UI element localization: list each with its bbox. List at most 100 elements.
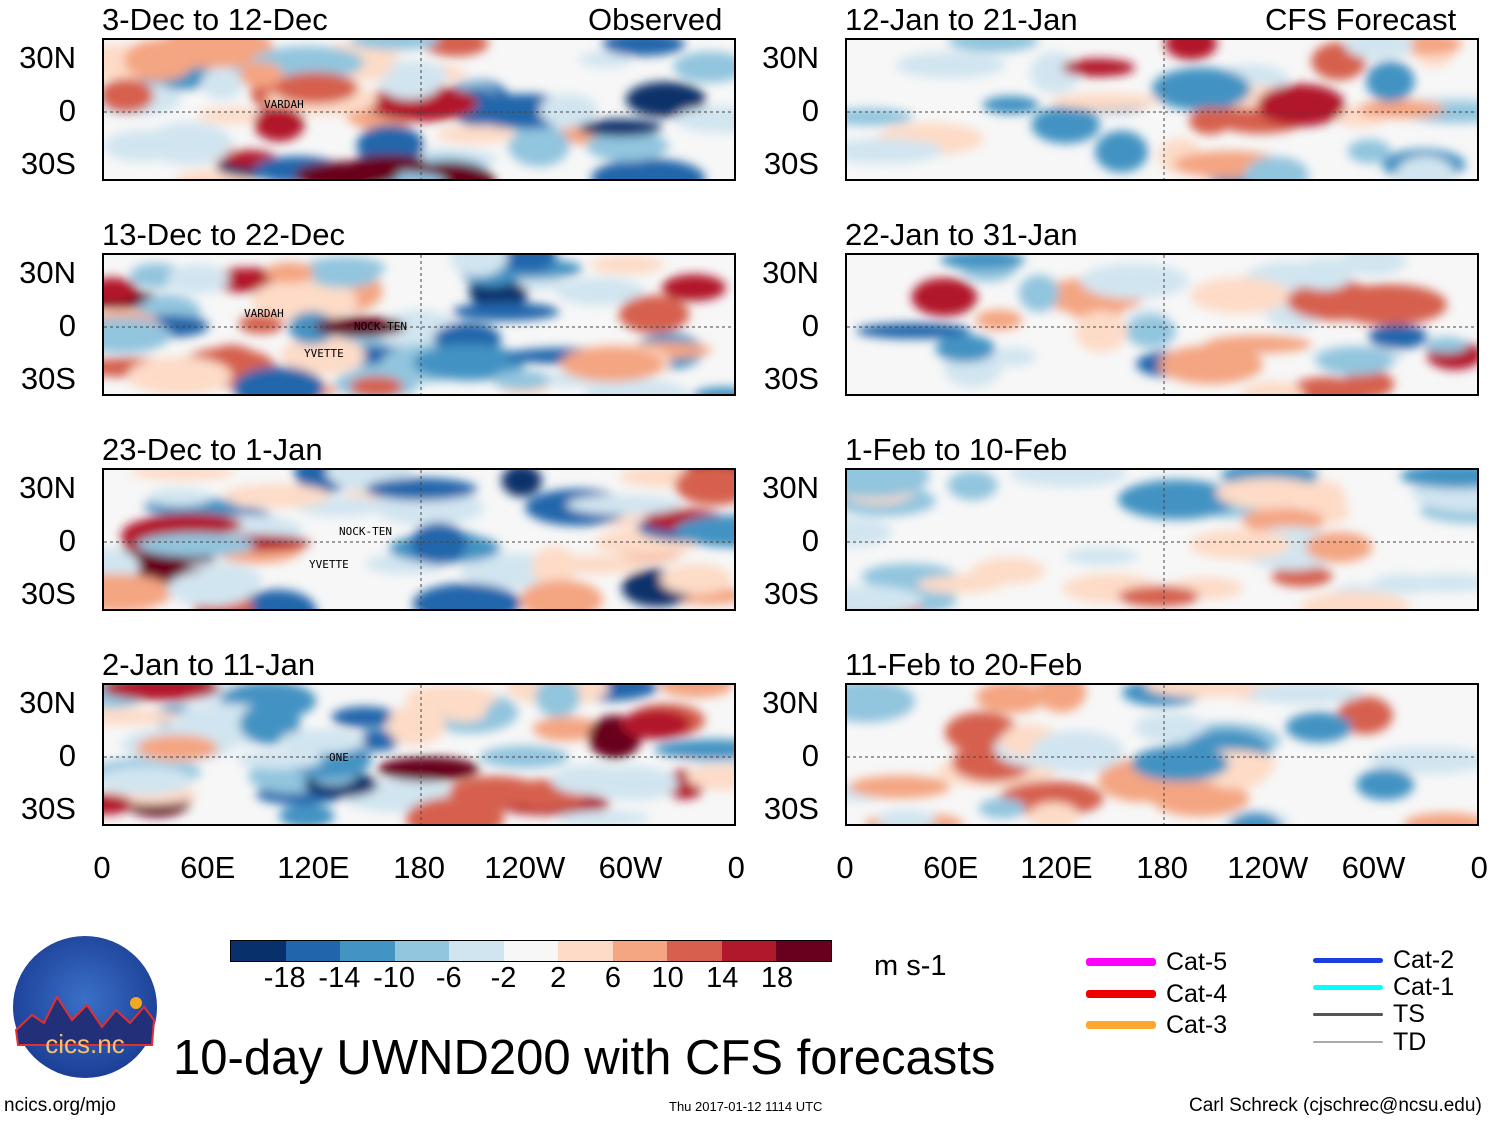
y-tick-label: 30S (20, 146, 76, 181)
colorbar-swatch (285, 941, 341, 961)
cics-logo: cics.nc (12, 935, 158, 1079)
anomaly-contour (661, 274, 727, 302)
anomaly-contour (1215, 477, 1322, 509)
colorbar-label: 18 (760, 962, 794, 994)
anomaly-contour (848, 775, 951, 799)
legend-line (1086, 958, 1156, 966)
x-tick-label: 0 (1470, 850, 1488, 885)
legend-label: Cat-5 (1166, 948, 1228, 976)
anomaly-contour (314, 316, 406, 337)
anomaly-contour (492, 369, 550, 391)
colorbar-label: 2 (550, 962, 567, 994)
anomaly-contour (1031, 730, 1124, 773)
anomaly-contour (124, 40, 195, 82)
anomaly-contour (349, 376, 403, 394)
anomaly-contour (578, 119, 662, 137)
legend-label: Cat-4 (1166, 980, 1228, 1008)
anomaly-contour (253, 105, 305, 142)
colorbar-label: -2 (490, 962, 517, 994)
x-tick-label: 60W (1341, 850, 1406, 885)
observed-header: Observed (588, 2, 723, 37)
footer-author: Carl Schreck (cjschrec@ncsu.edu) (1189, 1095, 1482, 1116)
y-tick-label: 0 (801, 93, 819, 128)
y-tick-label: 0 (58, 308, 76, 343)
x-tick-label: 0 (93, 850, 111, 885)
x-tick-label: 120E (1020, 850, 1093, 885)
anomaly-contour (278, 804, 335, 824)
colorbar (230, 940, 832, 962)
panel-title: 22-Jan to 31-Jan (845, 217, 1078, 252)
anomaly-contour (847, 685, 916, 723)
anomaly-contour (238, 314, 284, 334)
anomaly-contour (1340, 255, 1407, 276)
anomaly-contour (127, 356, 233, 394)
y-tick-label: 30N (762, 685, 819, 720)
map-panel: VARDAH NOCK-TEN YVETTE (102, 253, 736, 396)
panel-title: 23-Dec to 1-Jan (102, 432, 323, 467)
anomaly-contour (265, 262, 315, 284)
panel-title: 12-Jan to 21-Jan (845, 2, 1078, 37)
map-panel (845, 468, 1479, 611)
anomaly-contour (236, 749, 323, 770)
anomaly-contour (1189, 529, 1292, 560)
x-tick-label: 0 (727, 850, 745, 885)
anomaly-contour (693, 386, 734, 394)
anomaly-contour (847, 585, 923, 609)
y-tick-label: 30N (762, 470, 819, 505)
legend-label: Cat-3 (1166, 1011, 1228, 1039)
anomaly-contour (198, 107, 264, 124)
anomaly-contour (412, 344, 526, 381)
anomaly-contour (233, 366, 325, 394)
legend-label: Cat-2 (1393, 946, 1455, 974)
footer-url[interactable]: ncics.org/mjo (4, 1095, 116, 1116)
x-tick-label: 120W (1227, 850, 1309, 885)
x-tick-label: 60E (923, 850, 979, 885)
colorbar-swatch (721, 941, 777, 961)
anomaly-contour (1368, 324, 1428, 350)
legend-line (1313, 957, 1383, 963)
anomaly-contour (104, 708, 181, 725)
colorbar-label: -14 (318, 962, 361, 994)
anomaly-contour (405, 685, 498, 711)
panel-title: 11-Feb to 20-Feb (845, 647, 1083, 682)
anomaly-contour (1029, 51, 1080, 94)
anomaly-contour (876, 809, 936, 824)
anomaly-contour (1357, 99, 1445, 119)
legend-label: TD (1393, 1028, 1427, 1056)
x-tick-label: 180 (1136, 850, 1188, 885)
anomaly-contour (1151, 67, 1251, 111)
anomaly-contour (1295, 256, 1354, 291)
legend-label: TS (1393, 1000, 1425, 1028)
anomaly-contour (377, 756, 480, 782)
anomaly-contour (544, 554, 644, 575)
anomaly-contour (1400, 470, 1477, 489)
anomaly-contour (239, 703, 301, 745)
anomaly-contour (1118, 585, 1200, 607)
x-tick-label: 120W (484, 850, 566, 885)
colorbar-label: -18 (263, 962, 306, 994)
anomaly-contour (602, 40, 686, 57)
anomaly-contour (557, 810, 651, 824)
storm-label: NOCK-TEN (339, 525, 392, 538)
anomaly-contour (436, 125, 516, 144)
anomaly-contour (560, 346, 665, 382)
anomaly-contour (1368, 746, 1477, 775)
anomaly-contour (1125, 315, 1176, 348)
x-tick-label: 180 (393, 850, 445, 885)
anomaly-contour (449, 255, 508, 277)
anomaly-contour (535, 685, 580, 718)
colorbar-label: 10 (651, 962, 684, 994)
panel-title: 1-Feb to 10-Feb (845, 432, 1068, 467)
y-tick-label: 30S (763, 791, 819, 826)
map-panel: VARDAH (102, 38, 736, 181)
anomaly-contour (273, 72, 358, 104)
anomaly-contour (586, 130, 669, 162)
legend-line (1086, 1021, 1156, 1029)
anomaly-contour (309, 264, 379, 288)
anomaly-contour (685, 763, 734, 791)
anomaly-contour (1080, 263, 1189, 299)
colorbar-label: -6 (435, 962, 462, 994)
y-tick-label: 30S (763, 146, 819, 181)
anomaly-contour (1009, 470, 1128, 488)
anomaly-contour (1061, 58, 1135, 77)
